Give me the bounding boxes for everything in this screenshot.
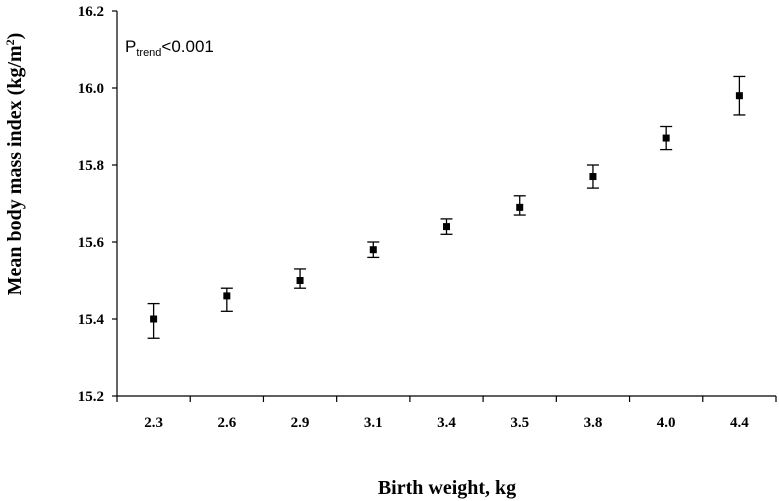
y-axis-title-main: Mean body mass index (kg/m xyxy=(4,45,26,295)
data-point-group xyxy=(660,125,673,151)
y-axis-title-tail: ) xyxy=(4,33,26,40)
y-tick-label: 15.8 xyxy=(78,158,104,174)
data-point-marker xyxy=(589,173,597,181)
data-point-group xyxy=(440,218,453,235)
x-tick-label: 4.4 xyxy=(730,415,749,431)
data-point-marker xyxy=(443,223,450,231)
y-ticks: 15.2 15.4 15.6 15.8 16.0 16.2 xyxy=(78,4,117,405)
x-axis-title: Birth weight, kg xyxy=(378,477,516,499)
p-trend-value: <0.001 xyxy=(161,37,213,56)
data-point-marker xyxy=(369,246,377,254)
y-axis-title: Mean body mass index (kg/m2) xyxy=(3,33,26,296)
data-point-group xyxy=(513,195,526,216)
p-trend-annotation: Ptrend<0.001 xyxy=(125,37,214,59)
x-tick-label: 4.0 xyxy=(657,415,676,431)
data-point-group xyxy=(147,302,160,339)
y-tick-label: 16.0 xyxy=(78,81,104,97)
y-tick-label: 15.4 xyxy=(78,312,105,328)
y-tick-label: 16.2 xyxy=(78,4,104,20)
x-ticks: 2.3 2.6 2.9 3.1 3.4 3.5 3.8 4.0 4.4 xyxy=(116,396,777,431)
data-point-group xyxy=(294,268,307,289)
p-trend-main: P xyxy=(125,37,136,56)
y-tick-label: 15.6 xyxy=(78,235,105,251)
axes xyxy=(116,11,776,397)
x-tick-label: 2.9 xyxy=(291,415,310,431)
data-point-marker xyxy=(223,292,231,300)
y-tick-label: 15.2 xyxy=(78,389,104,405)
p-trend-subscript: trend xyxy=(136,47,161,59)
data-point-group xyxy=(367,241,380,259)
y-axis-title-sup: 2 xyxy=(3,39,17,45)
data-point-marker xyxy=(296,277,304,284)
data-points xyxy=(147,75,746,339)
data-point-marker xyxy=(662,134,670,142)
x-tick-label: 3.4 xyxy=(437,415,456,431)
x-tick-label: 3.8 xyxy=(584,415,603,431)
x-tick-label: 2.3 xyxy=(144,415,163,431)
data-point-marker xyxy=(735,92,743,100)
data-point-group xyxy=(733,75,746,116)
data-point-group xyxy=(220,287,233,312)
x-tick-label: 2.6 xyxy=(217,415,236,431)
x-tick-label: 3.1 xyxy=(364,415,383,431)
data-point-marker xyxy=(516,203,524,211)
x-tick-label: 3.5 xyxy=(510,415,529,431)
data-point-marker xyxy=(150,315,158,323)
data-point-group xyxy=(586,164,599,189)
